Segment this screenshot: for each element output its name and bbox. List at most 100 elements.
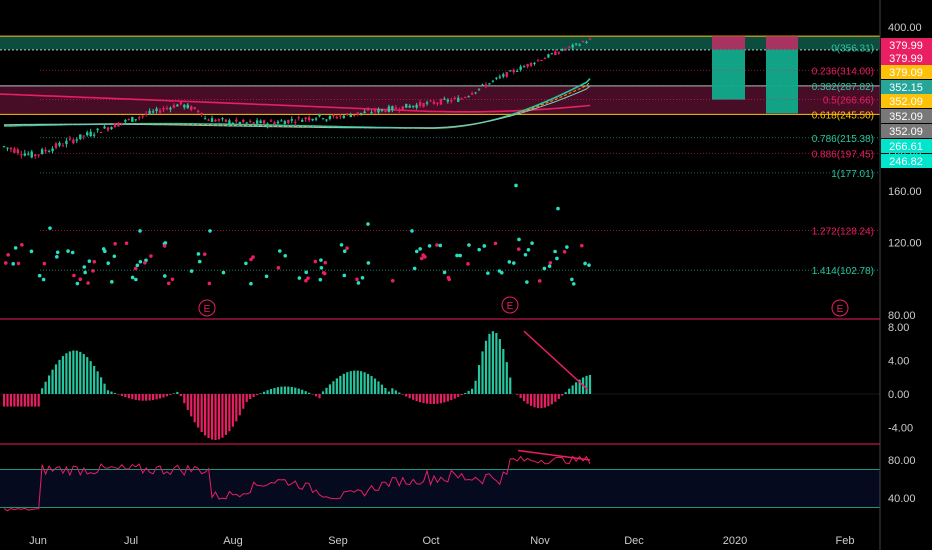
candle-body	[401, 106, 404, 110]
candle-body	[72, 139, 75, 144]
candle-body	[304, 117, 307, 120]
price-tag-bg	[881, 65, 932, 79]
earnings-label: E	[507, 301, 514, 312]
volume-dot	[106, 261, 111, 265]
candle-body	[169, 107, 172, 110]
x-tick-6: Dec	[624, 535, 644, 547]
volume-dot	[438, 243, 443, 248]
position-box-1-target	[712, 49, 745, 100]
candle-body	[491, 80, 495, 82]
oscillator-panel	[0, 449, 880, 512]
price-tag-bg	[881, 154, 932, 168]
volume-dot	[342, 273, 347, 278]
position-box-2-target	[766, 49, 798, 114]
fib-label-2: 0.382(287.82)	[812, 82, 874, 93]
candle-body	[432, 101, 436, 104]
oscillator-band-fill	[0, 469, 880, 508]
candle-body	[30, 151, 33, 158]
candle-body	[387, 106, 391, 112]
candle-body	[20, 154, 23, 156]
candle-body	[158, 110, 162, 113]
candle-body	[138, 117, 141, 119]
candle-body	[398, 109, 401, 111]
volume-dot	[345, 246, 349, 250]
candle-body	[127, 119, 131, 121]
x-tick-4: Oct	[422, 535, 439, 547]
candles-layer[interactable]	[2, 37, 592, 159]
candle-body	[266, 123, 269, 126]
volume-dot	[355, 277, 359, 282]
candle-body	[110, 127, 113, 130]
volume-dot	[189, 269, 194, 273]
volume-dot-outlier	[138, 229, 142, 233]
candle-body	[117, 123, 120, 127]
candle-body	[179, 101, 183, 105]
volume-dot	[6, 253, 10, 257]
candle-body	[443, 98, 446, 100]
volume-dot	[482, 244, 487, 248]
volume-dot	[580, 243, 584, 248]
volume-dot	[319, 258, 323, 262]
time-axis[interactable]: Jun Jul Aug Sep Oct Nov Dec 2020 Feb	[29, 535, 854, 547]
candle-body	[384, 110, 387, 112]
candle-body	[474, 92, 477, 94]
candle-body	[231, 122, 235, 124]
price-tag-label: 352.09	[889, 96, 923, 108]
volume-dot	[360, 275, 365, 280]
candle-body	[280, 120, 283, 122]
candle-body	[131, 116, 134, 122]
candle-body	[58, 142, 61, 146]
price-tag-bg	[881, 139, 932, 153]
volume-dot	[499, 270, 504, 275]
volume-dot	[366, 261, 371, 265]
candle-body	[255, 120, 259, 124]
candle-body	[16, 149, 20, 154]
candle-body	[509, 70, 512, 72]
volume-dot	[41, 277, 46, 282]
volume-dot	[13, 246, 18, 250]
candle-body	[248, 120, 252, 122]
volume-dot	[130, 275, 135, 280]
volume-dot	[418, 247, 422, 251]
volume-dot	[37, 273, 42, 278]
price-tick-5: 80.00	[888, 310, 916, 322]
volume-dot	[55, 255, 59, 259]
candle-body	[9, 148, 13, 150]
price-tag-bg	[881, 124, 932, 138]
volume-dot	[75, 281, 80, 286]
candle-body	[165, 108, 169, 110]
candle-body	[495, 77, 498, 79]
volume-dot	[323, 260, 328, 265]
price-tag-label: 379.09	[889, 67, 923, 79]
candle-body	[463, 97, 467, 99]
candle-body	[561, 48, 564, 51]
candle-body	[533, 62, 536, 64]
momentum-tick-3: -4.00	[888, 423, 913, 435]
price-tag-label: 352.15	[889, 82, 923, 94]
candle-body	[96, 128, 99, 131]
volume-dot	[92, 259, 97, 264]
volume-dot	[251, 255, 255, 259]
candle-body	[113, 123, 117, 128]
x-tick-0: Jun	[29, 535, 47, 547]
candle-body	[446, 99, 450, 102]
volume-dot	[138, 259, 143, 264]
volume-dot	[101, 247, 106, 251]
volume-dot	[134, 277, 138, 282]
volume-dot	[306, 276, 310, 280]
momentum-tick-2: 0.00	[888, 389, 909, 401]
momentum-tick-0: 8.00	[888, 322, 909, 334]
volume-dot	[419, 256, 424, 261]
candle-body	[151, 111, 155, 113]
volume-dot	[477, 247, 481, 252]
price-axis[interactable]: 400.00240.00200.00160.00120.0080.008.004…	[879, 0, 932, 550]
candle-body	[54, 143, 58, 148]
candle-body	[210, 118, 214, 122]
price-tag-label: 379.99	[889, 40, 923, 52]
x-tick-5: Nov	[530, 535, 550, 547]
volume-dot-outlier	[556, 206, 560, 211]
candle-body	[571, 44, 574, 48]
price-tag-label: 352.09	[889, 126, 923, 138]
fib-label-5: 0.786(215.38)	[812, 134, 874, 145]
